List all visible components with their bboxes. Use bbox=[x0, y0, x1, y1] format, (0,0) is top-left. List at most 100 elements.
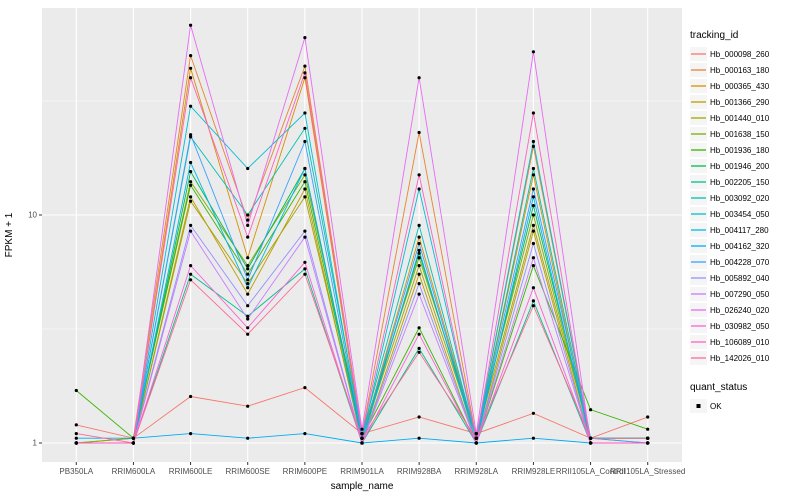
data-point bbox=[246, 272, 250, 276]
data-point bbox=[246, 286, 250, 290]
data-point bbox=[189, 180, 193, 184]
data-point bbox=[303, 260, 307, 264]
data-point bbox=[531, 223, 536, 227]
data-point bbox=[417, 282, 421, 286]
data-point bbox=[303, 195, 307, 199]
legend-item-Hb_142026_010: Hb_142026_010 bbox=[690, 350, 800, 366]
data-point bbox=[189, 278, 193, 282]
legend-label: Hb_004228_070 bbox=[710, 257, 770, 267]
data-point bbox=[646, 441, 650, 445]
legend-label: Hb_106089_010 bbox=[710, 337, 770, 347]
legend-item-Hb_004228_070: Hb_004228_070 bbox=[690, 254, 800, 270]
legend-item-Hb_007290_050: Hb_007290_050 bbox=[690, 286, 800, 302]
legend-label: Hb_026240_020 bbox=[710, 305, 770, 315]
data-point bbox=[474, 441, 478, 445]
data-point bbox=[531, 166, 536, 171]
data-point bbox=[417, 173, 421, 177]
data-point bbox=[303, 229, 307, 233]
x-tick-label: RRIM600PE bbox=[283, 467, 327, 476]
legend-item-Hb_030982_050: Hb_030982_050 bbox=[690, 318, 800, 334]
data-point bbox=[246, 436, 250, 440]
x-tick-label: RRIM600LA bbox=[112, 467, 156, 476]
legend-label: OK bbox=[710, 401, 722, 411]
data-point bbox=[360, 436, 364, 440]
data-point bbox=[246, 282, 250, 286]
data-point bbox=[531, 256, 536, 260]
data-point bbox=[189, 229, 193, 233]
data-point bbox=[646, 427, 650, 431]
data-point bbox=[417, 187, 421, 191]
legend-key-line-icon bbox=[690, 303, 707, 317]
data-point bbox=[589, 436, 593, 440]
legend-item-Hb_106089_010: Hb_106089_010 bbox=[690, 334, 800, 350]
data-point bbox=[74, 441, 78, 445]
data-point bbox=[531, 139, 536, 144]
plot-area: 1 10 PB350LA RRIM600LA RRIM600LE RRIM600SE RRI… bbox=[4, 8, 685, 492]
data-point bbox=[131, 441, 135, 445]
legend-item-Hb_001936_180: Hb_001936_180 bbox=[690, 142, 800, 158]
legend-key-line-icon bbox=[690, 143, 707, 157]
data-point bbox=[246, 304, 250, 308]
x-tick-label: RRIM600SE bbox=[225, 467, 269, 476]
data-point bbox=[303, 139, 307, 144]
y-tick-label: 10 bbox=[28, 211, 37, 220]
legend-key-line-icon bbox=[690, 79, 707, 93]
data-point bbox=[303, 36, 307, 40]
legend-key-line-icon bbox=[690, 271, 707, 285]
data-point bbox=[531, 241, 536, 246]
x-tick-label: RRII105LA_Stressed bbox=[610, 467, 685, 476]
data-point bbox=[189, 133, 193, 137]
legend-label: Hb_000098_260 bbox=[710, 49, 770, 59]
legend-shape-items: OK bbox=[690, 398, 800, 414]
legend-key-point-icon bbox=[690, 399, 707, 413]
legend-key-line-icon bbox=[690, 159, 707, 173]
legend-key-line-icon bbox=[690, 127, 707, 141]
legend-title-tracking-id: tracking_id bbox=[690, 30, 739, 41]
data-point bbox=[531, 144, 536, 148]
legend-key-line-icon bbox=[690, 287, 707, 301]
legend-key-line-icon bbox=[690, 63, 707, 77]
data-point bbox=[246, 278, 250, 282]
data-point bbox=[246, 264, 250, 268]
data-point bbox=[417, 223, 421, 227]
data-point bbox=[589, 441, 593, 445]
data-point bbox=[131, 436, 135, 440]
data-point bbox=[531, 411, 536, 415]
legend-item-Hb_000365_430: Hb_000365_430 bbox=[690, 78, 800, 94]
data-point bbox=[74, 436, 78, 440]
data-point bbox=[531, 187, 536, 191]
data-point bbox=[531, 436, 536, 440]
data-point bbox=[417, 436, 421, 440]
legend-item-Hb_001946_200: Hb_001946_200 bbox=[690, 158, 800, 174]
data-point bbox=[417, 130, 421, 135]
data-point bbox=[189, 104, 193, 108]
data-point bbox=[74, 432, 78, 436]
legend-key-line-icon bbox=[690, 351, 707, 365]
data-point bbox=[246, 326, 250, 330]
data-point bbox=[189, 170, 193, 174]
data-point bbox=[531, 204, 536, 208]
legend-block-quant-status: quant_status OK bbox=[690, 382, 800, 414]
data-point bbox=[246, 314, 250, 318]
data-point bbox=[246, 223, 250, 227]
data-point bbox=[303, 166, 307, 171]
x-tick-label: RRII105LA_Control bbox=[556, 467, 626, 476]
data-point bbox=[303, 64, 307, 68]
legend-label: Hb_004117_280 bbox=[710, 225, 769, 235]
legend-label: Hb_001638_150 bbox=[710, 129, 770, 139]
legend: tracking_id Hb_000098_260 Hb_000163_180 Hb… bbox=[690, 0, 800, 500]
legend-label: Hb_001366_290 bbox=[710, 97, 770, 107]
legend-block-tracking-id: tracking_id Hb_000098_260 Hb_000163_180 Hb… bbox=[690, 30, 800, 366]
data-point bbox=[189, 135, 193, 139]
data-point bbox=[531, 173, 536, 177]
data-point bbox=[189, 23, 193, 27]
data-point bbox=[189, 66, 193, 70]
data-point bbox=[360, 432, 364, 436]
data-point bbox=[189, 183, 193, 187]
x-tick-label: PB350LA bbox=[59, 467, 93, 476]
legend-key-line-icon bbox=[690, 255, 707, 269]
data-point bbox=[531, 286, 536, 290]
data-point bbox=[531, 304, 536, 308]
legend-item-Hb_000098_260: Hb_000098_260 bbox=[690, 46, 800, 62]
